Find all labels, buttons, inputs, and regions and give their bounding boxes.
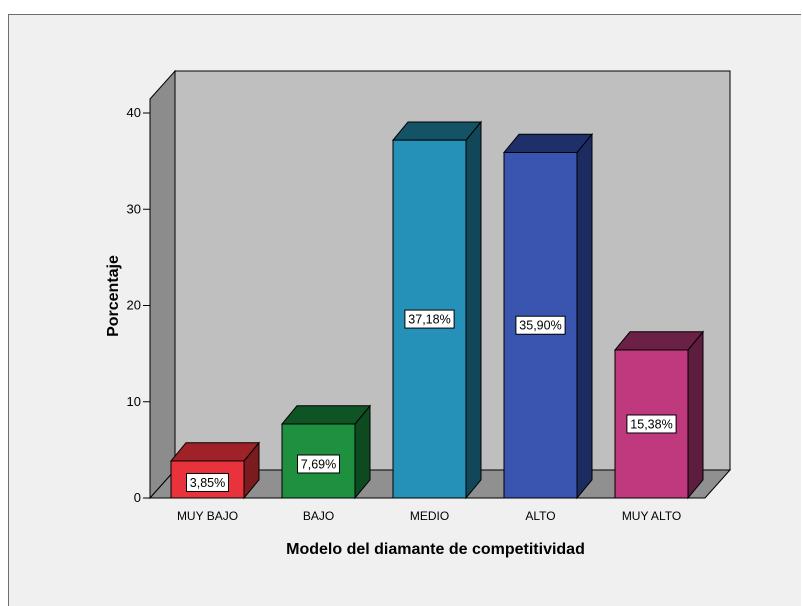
y-tick-label: 40 [127,105,141,120]
data-label-box [515,315,566,335]
y-tick-label: 0 [134,490,141,505]
bar-medio: 37,18% [391,120,483,500]
side-wall [149,69,176,500]
bar-bajo: 7,69% [280,404,372,500]
x-tick-label: BAJO [303,509,334,523]
x-tick-label: MUY ALTO [622,509,681,523]
y-tick-label: 10 [127,394,141,409]
y-ticks: 0 10 20 30 40 [127,105,150,505]
x-tick-labels: MUY BAJO BAJO MEDIO ALTO MUY ALTO [177,509,681,523]
x-axis-title: Modelo del diamante de competitividad [286,541,585,558]
bar-muy-alto: 15,38% [613,330,705,500]
x-tick-label: MEDIO [410,509,449,523]
x-tick-label: MUY BAJO [177,509,238,523]
data-label-box [186,472,229,492]
data-label: 15,38% [630,417,672,431]
bar-top [169,442,261,462]
bars: 3,85% 7,69% 37,18% 35,90% 15,38% [169,120,705,500]
data-label: 3,85% [190,476,225,490]
y-tick-label: 30 [127,201,141,216]
bar-side [687,330,704,500]
bar-top [391,121,483,141]
x-tick-label: ALTO [525,509,555,523]
bar-top [280,405,372,425]
bar-side [576,132,593,500]
y-axis: 0 10 20 30 40 [127,99,151,505]
data-label: 35,90% [519,319,561,333]
data-label: 7,69% [301,457,336,471]
data-label-box [404,309,455,329]
bar-muy-bajo: 3,85% [169,441,261,500]
bar-side [465,120,482,500]
y-axis-title: Porcentaje [105,255,122,337]
bar-top [502,133,594,153]
data-label-box [626,414,677,434]
bar-alto: 35,90% [502,132,594,500]
data-label: 37,18% [408,313,450,327]
bar-top [613,331,705,351]
data-label-box [297,454,340,474]
y-tick-label: 20 [127,298,141,313]
